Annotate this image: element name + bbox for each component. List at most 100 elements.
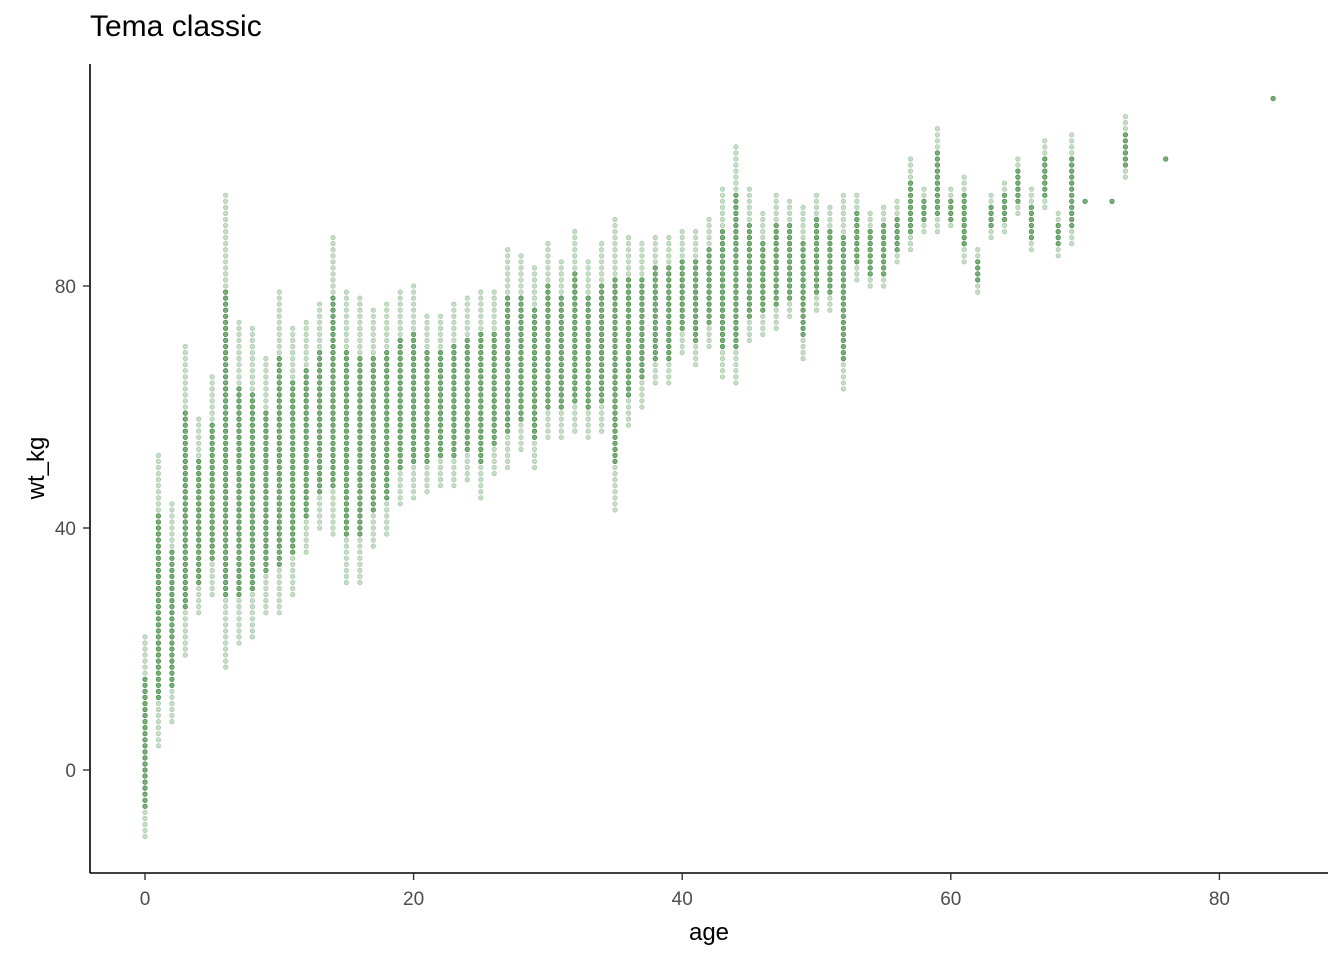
data-point: [531, 458, 538, 465]
data-point: [639, 331, 645, 338]
data-point: [733, 210, 739, 216]
data-point: [182, 597, 188, 604]
data-point: [169, 640, 175, 646]
data-point: [800, 331, 806, 338]
data-point: [196, 416, 202, 422]
data-point: [692, 271, 699, 277]
data-point: [276, 319, 282, 325]
data-point: [464, 356, 470, 362]
data-point: [692, 247, 699, 253]
data-point: [155, 543, 161, 549]
data-point: [330, 343, 336, 350]
data-point: [384, 495, 390, 501]
data-point: [800, 253, 806, 259]
data-point: [652, 289, 658, 295]
data-point: [746, 307, 753, 313]
data-point: [451, 416, 457, 422]
data-point: [464, 313, 470, 319]
data-point: [1015, 210, 1021, 216]
data-point: [384, 416, 390, 422]
data-point: [317, 301, 323, 307]
data-point: [303, 549, 309, 555]
data-point: [411, 483, 417, 489]
data-point: [209, 561, 215, 567]
data-point: [572, 265, 578, 271]
data-point: [800, 356, 806, 362]
data-point: [531, 295, 538, 301]
data-point: [746, 331, 753, 338]
data-point: [437, 416, 444, 422]
data-point: [290, 325, 296, 332]
data-point: [357, 307, 363, 313]
data-point: [223, 495, 229, 501]
data-point: [223, 428, 229, 434]
data-point: [1069, 241, 1075, 247]
data-point: [155, 616, 161, 622]
data-point: [317, 422, 323, 428]
data-point: [223, 501, 229, 507]
chart-title: Tema classic: [90, 10, 262, 43]
data-point: [424, 404, 430, 410]
data-point: [223, 555, 229, 561]
data-point: [437, 343, 444, 350]
data-point: [1069, 235, 1075, 241]
data-point: [719, 350, 726, 356]
data-point: [491, 307, 497, 313]
data-point: [813, 277, 820, 283]
data-point: [209, 537, 215, 543]
data-point: [249, 325, 255, 332]
data-point: [370, 495, 376, 501]
data-point: [652, 301, 658, 307]
data-point: [303, 477, 309, 483]
data-point: [961, 186, 967, 192]
data-point: [840, 374, 847, 380]
data-point: [545, 325, 551, 332]
data-point: [719, 265, 726, 271]
data-point: [249, 531, 255, 537]
data-point: [169, 652, 175, 658]
data-point: [370, 519, 376, 525]
data-point: [625, 416, 632, 422]
data-point: [880, 271, 887, 277]
data-point: [263, 573, 269, 580]
data-point: [223, 422, 229, 428]
data-point: [961, 259, 967, 265]
data-point: [760, 295, 766, 301]
data-point: [719, 374, 726, 380]
data-point: [961, 204, 967, 210]
data-point: [384, 392, 390, 398]
data-point: [223, 277, 229, 283]
data-point: [276, 458, 282, 465]
data-point: [142, 785, 148, 791]
data-point: [142, 803, 148, 809]
data-point: [196, 471, 202, 477]
data-point: [491, 416, 497, 422]
data-point: [249, 471, 255, 477]
data-point: [223, 585, 229, 592]
data-point: [343, 313, 350, 319]
data-point: [384, 458, 390, 465]
data-point: [209, 452, 215, 459]
data-point: [706, 277, 712, 283]
data-point: [209, 555, 215, 561]
data-point: [437, 458, 444, 465]
data-point: [330, 428, 336, 434]
data-point: [142, 743, 148, 749]
data-point: [209, 537, 215, 543]
data-point: [169, 555, 175, 561]
data-point: [169, 537, 175, 543]
data-point: [424, 386, 430, 392]
data-point: [276, 398, 282, 404]
data-point: [263, 398, 269, 404]
data-point: [424, 471, 430, 477]
data-point: [384, 483, 390, 489]
data-point: [223, 192, 229, 198]
data-point: [343, 579, 350, 586]
data-point: [572, 374, 578, 380]
data-point: [357, 519, 363, 525]
data-point: [236, 579, 242, 586]
data-point: [746, 235, 753, 241]
data-point: [142, 803, 148, 809]
data-point: [491, 337, 497, 344]
data-point: [142, 737, 148, 743]
